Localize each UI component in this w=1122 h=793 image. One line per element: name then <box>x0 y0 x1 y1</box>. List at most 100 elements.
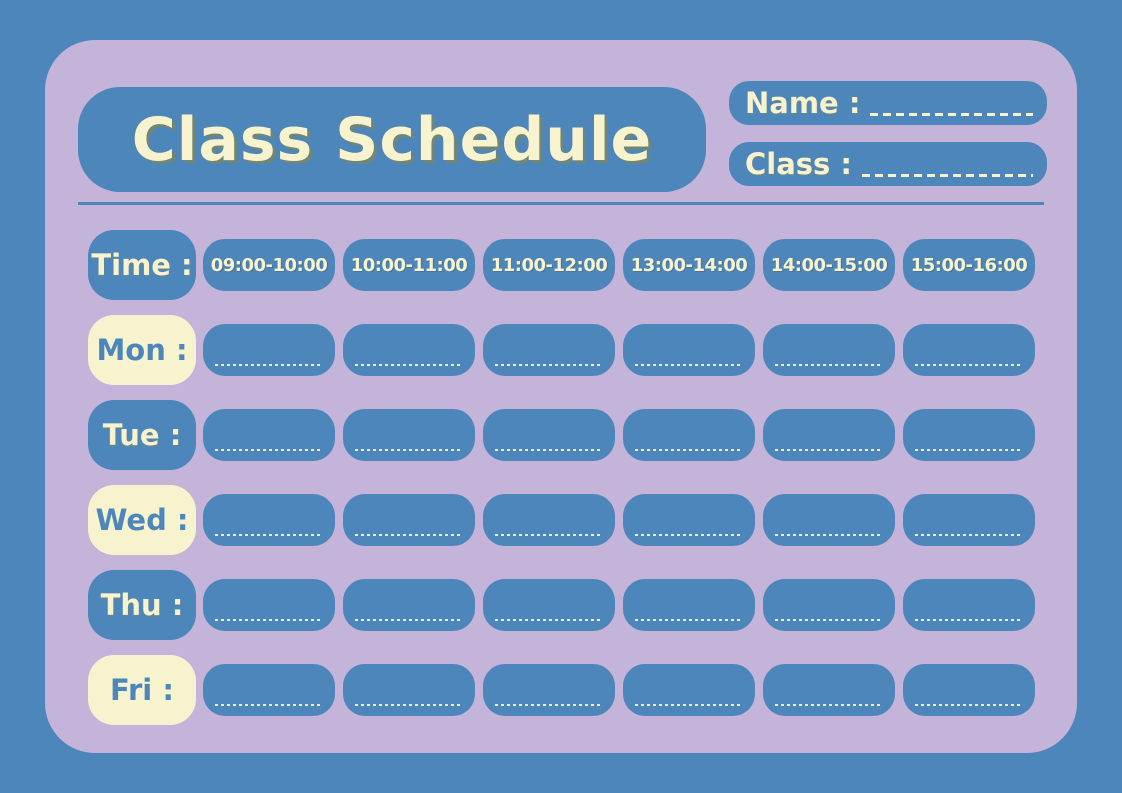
time-row: Time : 09:00-10:00 10:00-11:00 11:00-12:… <box>88 230 1035 300</box>
day-cells-tue <box>203 409 1035 461</box>
day-cells-wed <box>203 494 1035 546</box>
schedule-grid: Time : 09:00-10:00 10:00-11:00 11:00-12:… <box>88 230 1035 725</box>
schedule-cell-tue-6[interactable] <box>903 409 1035 461</box>
schedule-cell-thu-5[interactable] <box>763 579 895 631</box>
fill-in-line <box>355 534 463 536</box>
schedule-cell-tue-5[interactable] <box>763 409 895 461</box>
schedule-cell-mon-1[interactable] <box>203 324 335 376</box>
fill-in-line <box>355 364 463 366</box>
name-field[interactable]: Name : <box>729 81 1047 125</box>
fill-in-line <box>635 364 743 366</box>
class-label: Class : <box>745 147 853 181</box>
time-label-box: Time : <box>88 230 196 300</box>
day-label-fri: Fri : <box>88 655 196 725</box>
fill-in-line <box>635 619 743 621</box>
schedule-cell-wed-2[interactable] <box>343 494 475 546</box>
day-cells-thu <box>203 579 1035 631</box>
schedule-cell-thu-2[interactable] <box>343 579 475 631</box>
time-slot-3: 11:00-12:00 <box>483 239 615 291</box>
schedule-cell-mon-5[interactable] <box>763 324 895 376</box>
day-row-tue: Tue : <box>88 400 1035 470</box>
day-label-text: Tue : <box>102 418 182 452</box>
fill-in-line <box>775 364 883 366</box>
day-label-text: Thu : <box>100 588 184 622</box>
schedule-cell-thu-6[interactable] <box>903 579 1035 631</box>
fill-in-line <box>215 619 323 621</box>
fill-in-line <box>495 364 603 366</box>
class-fill-line[interactable] <box>862 174 1033 177</box>
day-row-fri: Fri : <box>88 655 1035 725</box>
fill-in-line <box>775 704 883 706</box>
schedule-cell-tue-3[interactable] <box>483 409 615 461</box>
fill-in-line <box>635 449 743 451</box>
schedule-cell-wed-6[interactable] <box>903 494 1035 546</box>
identity-fields: Name : Class : <box>729 81 1047 192</box>
schedule-cell-fri-5[interactable] <box>763 664 895 716</box>
schedule-card: Class Schedule Name : Class : Time : <box>45 40 1077 753</box>
fill-in-line <box>495 704 603 706</box>
day-cells-fri <box>203 664 1035 716</box>
name-label: Name : <box>745 86 861 120</box>
schedule-cell-mon-3[interactable] <box>483 324 615 376</box>
schedule-cell-wed-4[interactable] <box>623 494 755 546</box>
fill-in-line <box>915 364 1023 366</box>
schedule-cell-thu-3[interactable] <box>483 579 615 631</box>
time-label-text: Time : <box>91 248 193 282</box>
schedule-cell-fri-4[interactable] <box>623 664 755 716</box>
page-title: Class Schedule <box>131 104 653 175</box>
fill-in-line <box>215 704 323 706</box>
fill-in-line <box>215 364 323 366</box>
schedule-cell-tue-4[interactable] <box>623 409 755 461</box>
schedule-cell-wed-5[interactable] <box>763 494 895 546</box>
fill-in-line <box>495 534 603 536</box>
day-label-text: Wed : <box>95 503 189 537</box>
name-fill-line[interactable] <box>870 113 1033 116</box>
day-row-mon: Mon : <box>88 315 1035 385</box>
fill-in-line <box>915 449 1023 451</box>
schedule-cell-mon-2[interactable] <box>343 324 475 376</box>
title-block: Class Schedule <box>78 87 706 192</box>
fill-in-line <box>775 534 883 536</box>
schedule-cell-fri-2[interactable] <box>343 664 475 716</box>
time-slot-2: 10:00-11:00 <box>343 239 475 291</box>
fill-in-line <box>355 619 463 621</box>
fill-in-line <box>215 534 323 536</box>
day-row-thu: Thu : <box>88 570 1035 640</box>
fill-in-line <box>355 449 463 451</box>
day-label-mon: Mon : <box>88 315 196 385</box>
schedule-cell-tue-1[interactable] <box>203 409 335 461</box>
header-separator <box>78 202 1044 205</box>
schedule-cell-fri-3[interactable] <box>483 664 615 716</box>
time-slot-cells: 09:00-10:00 10:00-11:00 11:00-12:00 13:0… <box>203 239 1035 291</box>
day-label-wed: Wed : <box>88 485 196 555</box>
day-label-tue: Tue : <box>88 400 196 470</box>
schedule-cell-tue-2[interactable] <box>343 409 475 461</box>
fill-in-line <box>495 619 603 621</box>
day-row-wed: Wed : <box>88 485 1035 555</box>
schedule-cell-thu-1[interactable] <box>203 579 335 631</box>
day-cells-mon <box>203 324 1035 376</box>
fill-in-line <box>355 704 463 706</box>
schedule-cell-mon-4[interactable] <box>623 324 755 376</box>
time-slot-4: 13:00-14:00 <box>623 239 755 291</box>
fill-in-line <box>915 619 1023 621</box>
time-slot-1: 09:00-10:00 <box>203 239 335 291</box>
fill-in-line <box>495 449 603 451</box>
time-slot-6: 15:00-16:00 <box>903 239 1035 291</box>
schedule-cell-wed-1[interactable] <box>203 494 335 546</box>
day-label-thu: Thu : <box>88 570 196 640</box>
fill-in-line <box>775 619 883 621</box>
fill-in-line <box>635 534 743 536</box>
fill-in-line <box>915 704 1023 706</box>
class-field[interactable]: Class : <box>729 142 1047 186</box>
schedule-cell-thu-4[interactable] <box>623 579 755 631</box>
day-label-text: Mon : <box>96 333 188 367</box>
schedule-cell-wed-3[interactable] <box>483 494 615 546</box>
fill-in-line <box>635 704 743 706</box>
time-slot-5: 14:00-15:00 <box>763 239 895 291</box>
schedule-cell-mon-6[interactable] <box>903 324 1035 376</box>
header: Class Schedule Name : Class : <box>78 81 1047 192</box>
schedule-cell-fri-1[interactable] <box>203 664 335 716</box>
fill-in-line <box>915 534 1023 536</box>
schedule-cell-fri-6[interactable] <box>903 664 1035 716</box>
